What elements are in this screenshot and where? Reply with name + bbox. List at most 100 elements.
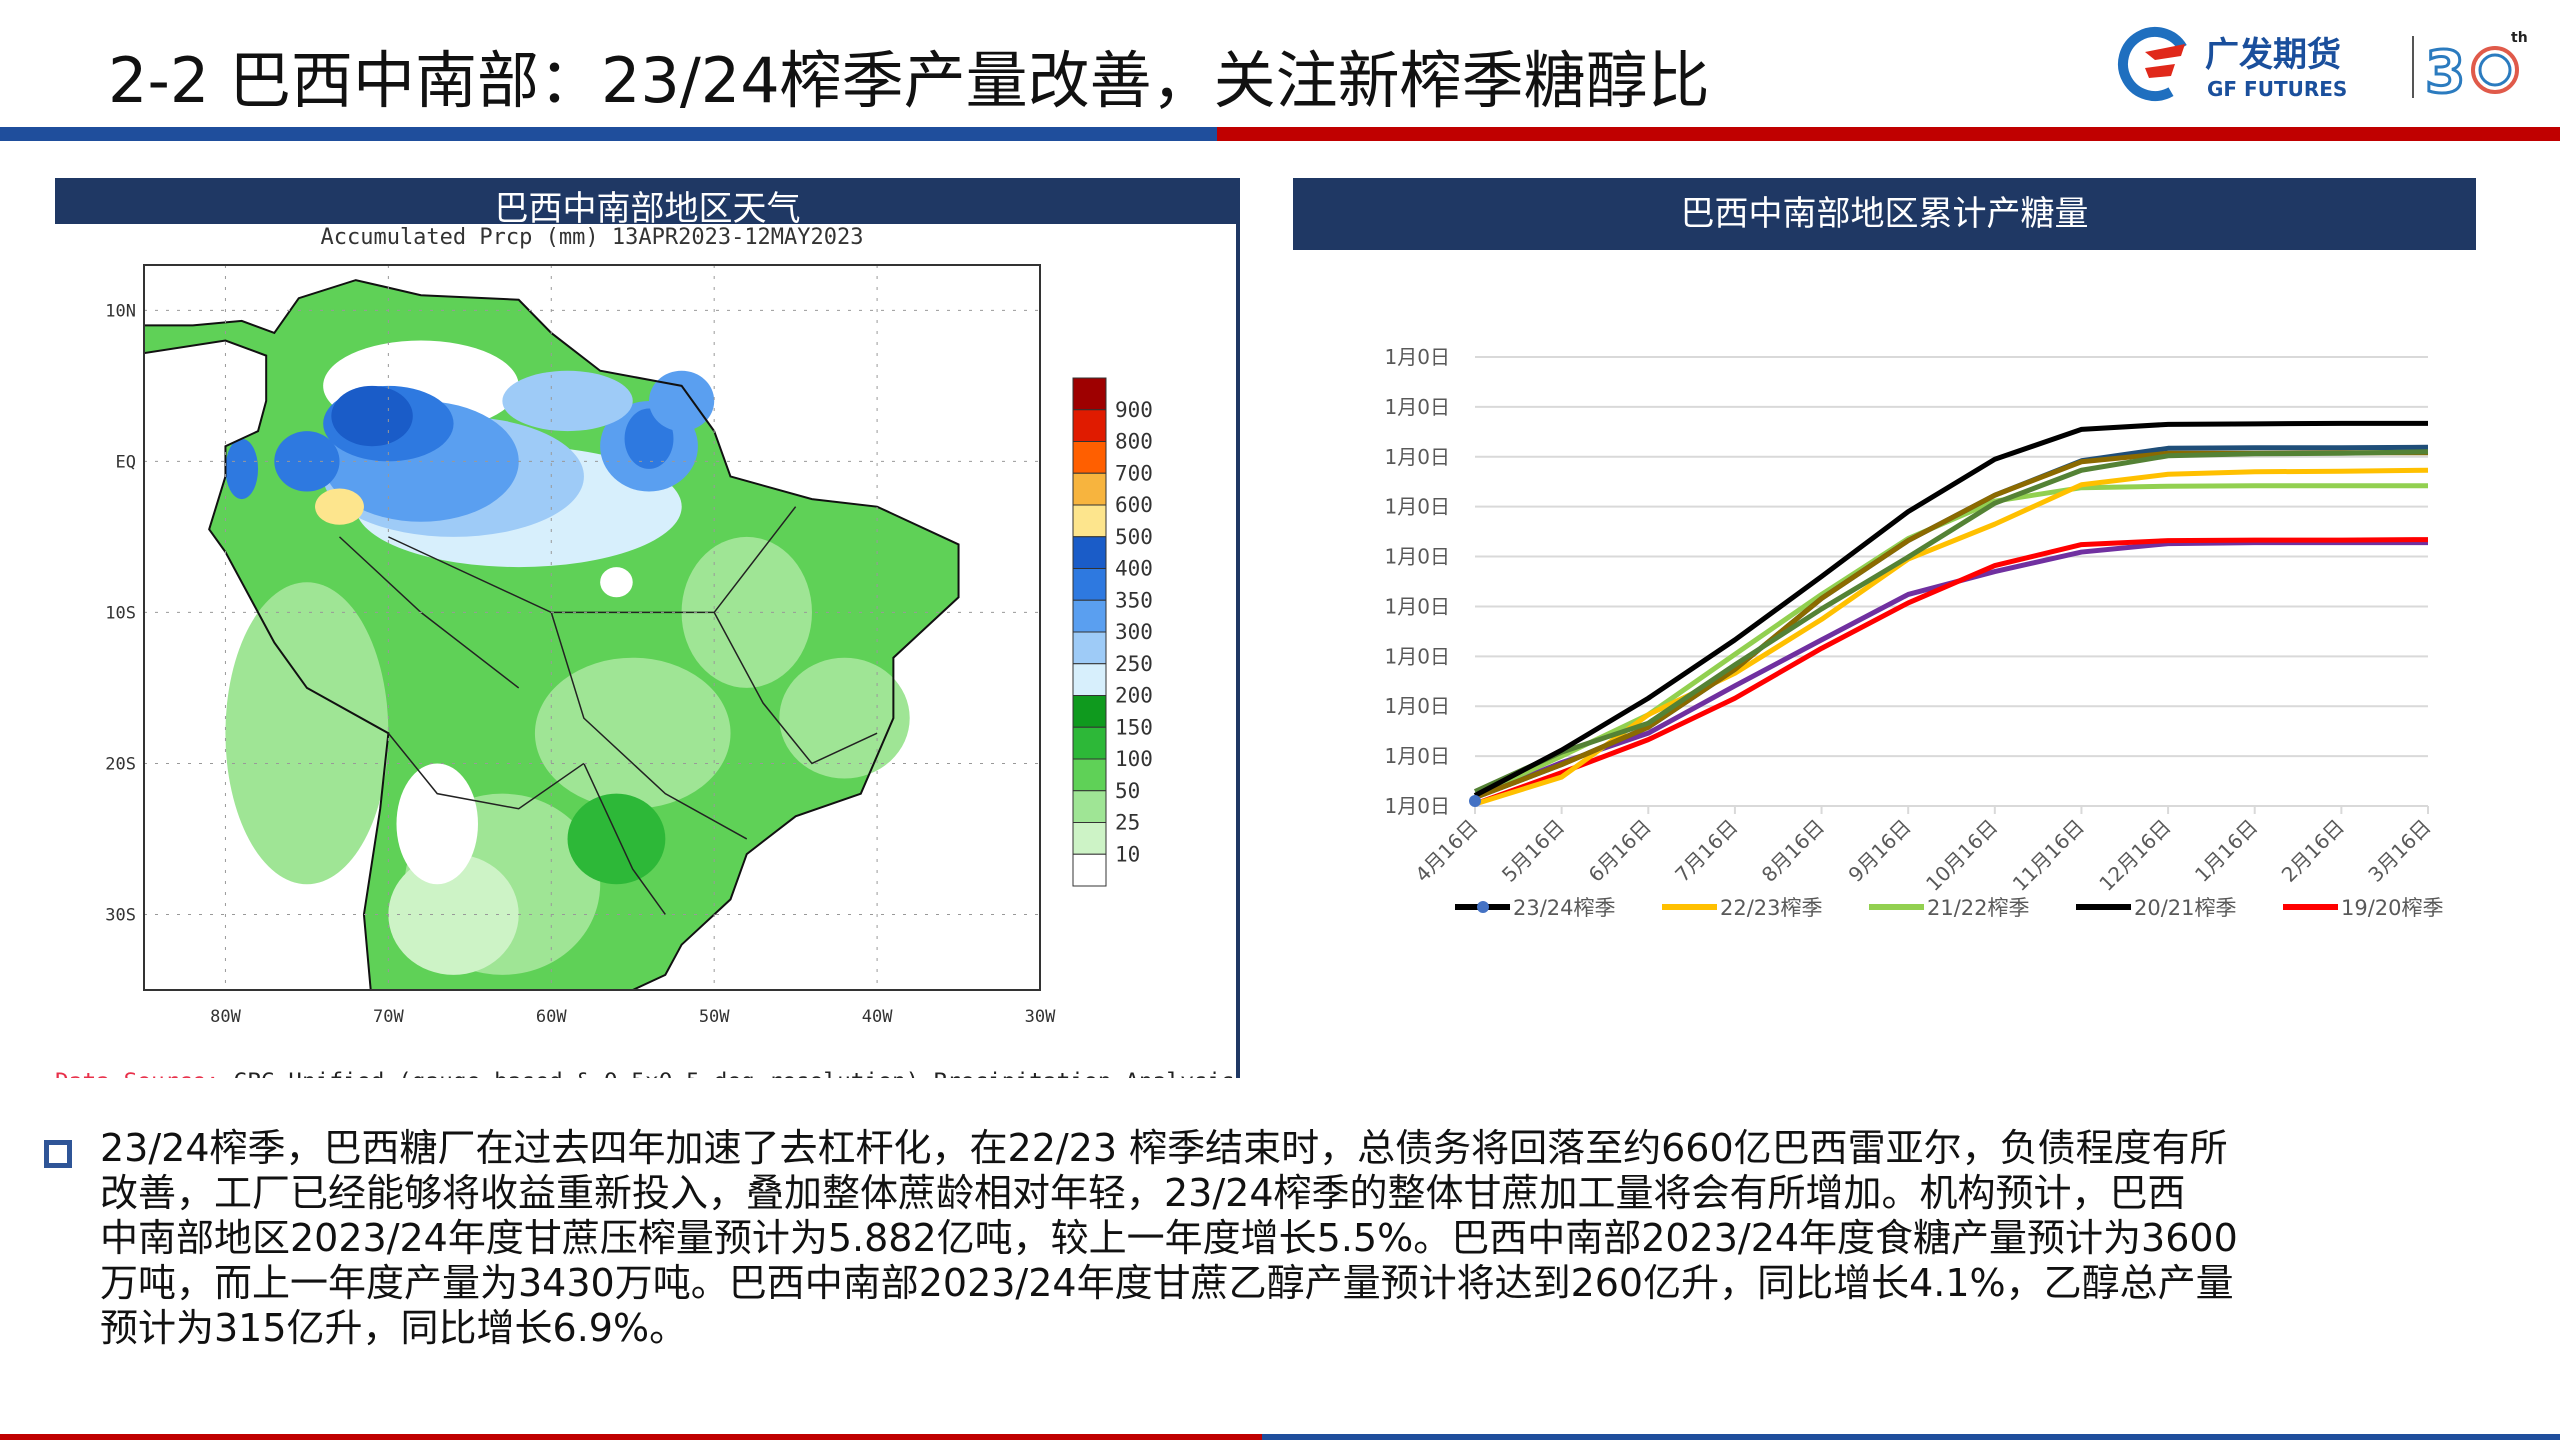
y-tick-label: 1月0日 [1385, 794, 1450, 818]
body-line: 中南部地区2023/24年度甘蔗压榨量预计为5.882亿吨，较上一年度增长5.5… [100, 1216, 2238, 1260]
colorbar-label: 10 [1115, 842, 1140, 866]
lat-label: 10S [105, 603, 136, 623]
svg-text:3: 3 [2425, 38, 2465, 106]
colorbar-swatch [1072, 631, 1107, 665]
precip-contour [225, 582, 389, 885]
x-tick-label: 12月16日 [2094, 815, 2175, 896]
map-title: Accumulated Prcp (mm) 13APR2023-12MAY202… [320, 225, 863, 250]
colorbar-label: 350 [1115, 588, 1153, 612]
lon-label: 50W [699, 1007, 730, 1027]
svg-text:th: th [2511, 30, 2528, 46]
colorbar-swatch [1072, 409, 1107, 442]
colorbar-swatch [1072, 853, 1107, 887]
legend-item: 21/22榨季 [1869, 896, 2030, 920]
map-frame [143, 264, 1041, 991]
lon-label: 80W [210, 1007, 241, 1027]
colorbar-swatch [1072, 504, 1107, 538]
colorbar-label: 300 [1115, 620, 1153, 644]
series-line [1473, 449, 2429, 794]
series-line-22-23榨季 [1474, 467, 2429, 807]
series-line-19-20榨季 [1474, 537, 2429, 807]
header-divider-blue [0, 127, 1217, 141]
colorbar-swatch [1072, 377, 1107, 411]
body-line: 23/24榨季，巴西糖厂在过去四年加速了去杠杆化，在22/23 榨季结束时，总债… [100, 1126, 2228, 1170]
colorbar-swatch [1072, 536, 1107, 569]
series-point-2324 [1469, 795, 1481, 808]
y-tick-label: 1月0日 [1385, 495, 1450, 519]
series-line-20-21榨季 [1473, 420, 2428, 798]
colorbar-swatch [1072, 790, 1107, 823]
colorbar-swatch [1072, 822, 1107, 855]
body-line: 改善，工厂已经能够将收益重新投入，叠加整体蔗龄相对年轻，23/24榨季的整体甘蔗… [100, 1171, 2186, 1215]
x-tick-label: 3月16日 [2363, 815, 2435, 887]
colorbar-swatch [1072, 758, 1107, 792]
x-tick-label: 10月16日 [1921, 815, 2002, 896]
page-title: 2-2 巴西中南部：23/24榨季产量改善，关注新榨季糖醇比 [108, 44, 1710, 117]
x-tick-label: 6月16日 [1584, 815, 1656, 887]
legend-label: 19/20榨季 [2341, 896, 2444, 920]
precip-contour [315, 488, 364, 525]
precip-contour [274, 431, 340, 492]
colorbar-swatch [1072, 568, 1107, 601]
colorbar-label: 150 [1115, 715, 1153, 739]
colorbar-label: 25 [1115, 811, 1140, 835]
colorbar-swatch [1072, 472, 1107, 506]
series-line [1474, 540, 2428, 800]
footer-divider-blue [1262, 1434, 2560, 1440]
colorbar-label: 50 [1115, 779, 1140, 803]
colorbar-swatch [1072, 726, 1107, 760]
logo-en-text: GF FUTURES [2207, 77, 2347, 101]
precip-contour [567, 793, 666, 885]
map-panel-title: 巴西中南部地区天气 [55, 178, 1240, 224]
y-tick-label: 1月0日 [1385, 545, 1450, 569]
legend-label: 22/23榨季 [1720, 896, 1823, 920]
legend-item: 23/24榨季 [1455, 896, 1616, 920]
border-line [550, 612, 748, 840]
legend-item: 19/20榨季 [2283, 896, 2444, 920]
y-tick-label: 1月0日 [1385, 694, 1450, 718]
precip-contour [502, 370, 633, 432]
x-tick-label: 8月16日 [1757, 815, 1829, 887]
x-tick-label: 2月16日 [2277, 815, 2349, 887]
colorbar-label: 900 [1115, 398, 1153, 422]
lon-label: 60W [536, 1007, 567, 1027]
colorbar-label: 600 [1115, 493, 1153, 517]
bullet-square-icon [44, 1140, 72, 1168]
y-tick-label: 1月0日 [1385, 744, 1450, 768]
map-area [144, 279, 960, 990]
lon-label: 40W [862, 1007, 893, 1027]
y-tick-label: 1月0日 [1385, 644, 1450, 668]
x-tick-label: 9月16日 [1843, 815, 1915, 887]
legend-label: 21/22榨季 [1927, 896, 2030, 920]
x-tick-label: 11月16日 [2008, 815, 2089, 896]
colorbar-label: 800 [1115, 430, 1153, 454]
precip-contour [649, 370, 715, 432]
colorbar-label: 700 [1115, 461, 1153, 485]
legend-item: 22/23榨季 [1662, 896, 1823, 920]
y-tick-label: 1月0日 [1385, 395, 1450, 419]
header-divider-red [1217, 127, 2560, 141]
precip-contour [225, 438, 259, 500]
x-tick-label: 1月16日 [2190, 815, 2262, 887]
lat-label: 10N [105, 301, 136, 321]
colorbar-swatch [1072, 599, 1107, 633]
colorbar-label: 400 [1115, 557, 1153, 581]
colorbar-swatch [1072, 663, 1107, 696]
border-line [713, 612, 878, 765]
logo-cn-text: 广发期货 [2205, 35, 2341, 75]
precip-contour [331, 385, 413, 447]
sugar-production-chart: 1月0日 1月0日 1月0日 1月0日 1月0日 1月0日 1月0日 1月0日 1月0日 1月0日… [1385, 345, 2444, 920]
colorbar-label: 500 [1115, 525, 1153, 549]
legend-label: 23/24榨季 [1513, 896, 1616, 920]
lat-label: EQ [116, 452, 136, 472]
lat-label: 20S [105, 754, 136, 774]
weather-map-panel: Accumulated Prcp (mm) 13APR2023-12MAY202… [55, 178, 1240, 1078]
gf-futures-logo: 广发期货 GF FUTURES 3 th [2118, 27, 2528, 106]
x-tick-label: 5月16日 [1497, 815, 1569, 887]
colorbar-swatch [1072, 695, 1107, 728]
legend-label: 20/21榨季 [2134, 896, 2237, 920]
chart-panel-title: 巴西中南部地区累计产糖量 [1293, 178, 2476, 250]
border-line [388, 506, 797, 614]
body-paragraph: 23/24榨季，巴西糖厂在过去四年加速了去杠杆化，在22/23 榨季结束时，总债… [100, 1126, 2238, 1351]
data-source-note: Data Source: CPC Unified (gauge-based & … [55, 1069, 1235, 1078]
